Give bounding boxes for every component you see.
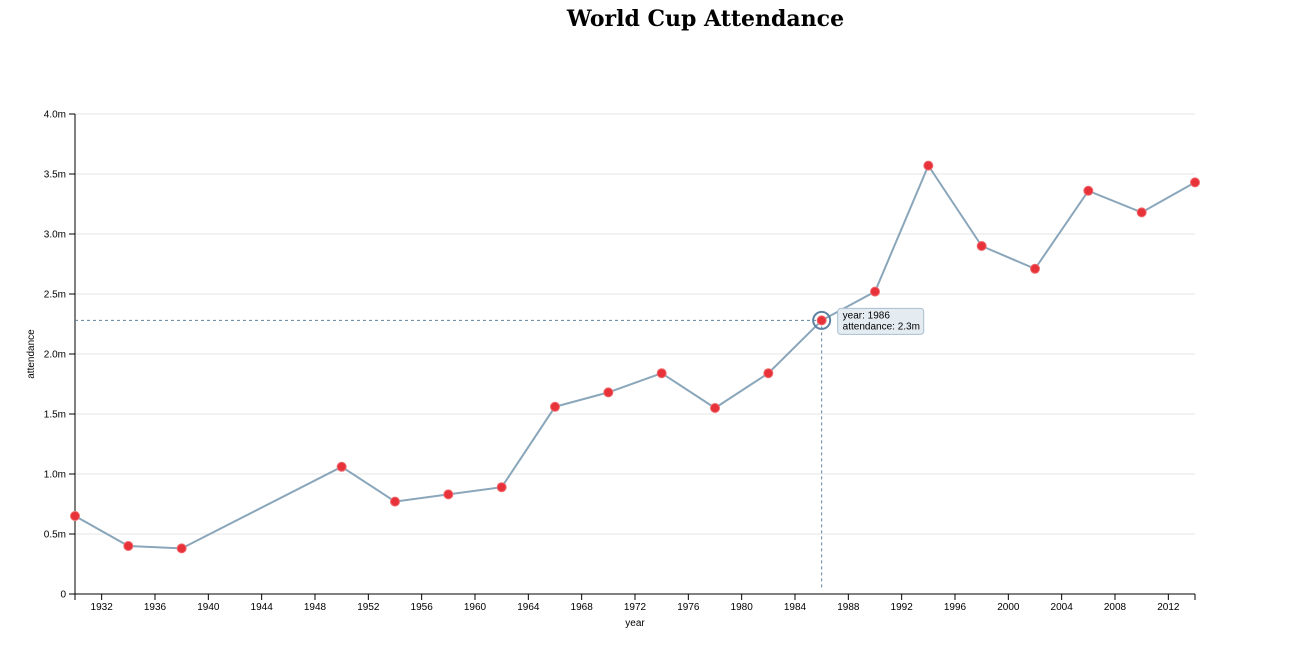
crosshair [75, 319, 823, 590]
highlight-ring [812, 310, 832, 330]
data-point[interactable] [176, 543, 187, 554]
x-tick-label: 1980 [731, 602, 754, 613]
x-tick-label: 1936 [144, 602, 167, 613]
data-point[interactable] [443, 489, 454, 500]
data-point[interactable] [123, 541, 134, 551]
x-tick-label: 1984 [784, 602, 807, 613]
data-point[interactable] [1030, 263, 1040, 274]
data-point[interactable] [976, 241, 987, 251]
data-point[interactable] [1190, 177, 1200, 188]
x-tick-label: 2004 [1051, 602, 1074, 613]
data-point[interactable] [496, 482, 507, 493]
y-tick-label: 3.0m [44, 230, 66, 241]
tooltip-year: year: 1986 [843, 310, 891, 321]
y-tick-label: 1.5m [44, 410, 66, 421]
x-tick-label: 1940 [197, 602, 220, 613]
x-tick-label: 1952 [357, 602, 380, 613]
data-point[interactable] [1083, 185, 1094, 196]
x-tick-label: 1956 [411, 602, 434, 613]
tooltip-box [837, 307, 925, 335]
x-tick-label: 1932 [91, 602, 114, 613]
tooltip: year: 1986 attendance: 2.3m [837, 307, 925, 335]
data-point[interactable] [1136, 207, 1147, 218]
x-tick-label: 1968 [571, 602, 594, 613]
data-point[interactable] [656, 368, 667, 379]
x-tick-label: 1944 [251, 602, 274, 613]
x-tick-label: 1948 [304, 602, 327, 613]
y-tick-label: 1.0m [44, 470, 66, 481]
y-axis: 0 0.5m 1.0m 1.5m 2.0m 2.5m 3.0m 3.5m 4.0m [44, 110, 76, 601]
x-axis: 1932 1936 1940 1944 1948 1952 1956 1960 1964 1968… [74, 593, 1196, 613]
data-point[interactable] [70, 511, 80, 521]
y-tick-label: 3.5m [44, 170, 66, 181]
data-point[interactable] [763, 368, 774, 379]
data-point[interactable] [816, 315, 827, 326]
y-axis-label: attendance [26, 329, 37, 379]
x-tick-label: 1964 [517, 602, 540, 613]
y-tick-label: 0 [60, 590, 66, 601]
x-tick-label: 1976 [677, 602, 700, 613]
data-point[interactable] [336, 461, 347, 472]
y-tick-label: 2.5m [44, 290, 66, 301]
gridlines [75, 113, 1195, 535]
data-point[interactable] [550, 401, 560, 412]
data-points [70, 160, 1200, 554]
x-tick-label: 1992 [891, 602, 914, 613]
series-line [74, 163, 1196, 550]
tooltip-attendance: attendance: 2.3m [843, 321, 920, 332]
attendance-series [74, 163, 1196, 550]
x-tick-label: 1972 [624, 602, 647, 613]
data-point[interactable] [710, 403, 720, 413]
data-point[interactable] [390, 496, 400, 507]
y-tick-label: 4.0m [44, 110, 66, 121]
x-tick-label: 1996 [944, 602, 967, 613]
x-tick-label: 2008 [1104, 602, 1127, 613]
x-tick-label: 1988 [837, 602, 860, 613]
chart-title: World Cup Attendance [566, 6, 845, 32]
y-tick-label: 0.5m [44, 530, 66, 541]
x-tick-label: 2012 [1157, 602, 1180, 613]
y-tick-label: 2.0m [44, 350, 66, 361]
x-tick-label: 1960 [464, 602, 487, 613]
data-point[interactable] [923, 160, 934, 171]
data-point[interactable] [870, 286, 880, 297]
x-tick-label: 2000 [997, 602, 1020, 613]
x-axis-label: year [625, 618, 645, 629]
data-point[interactable] [603, 387, 614, 398]
